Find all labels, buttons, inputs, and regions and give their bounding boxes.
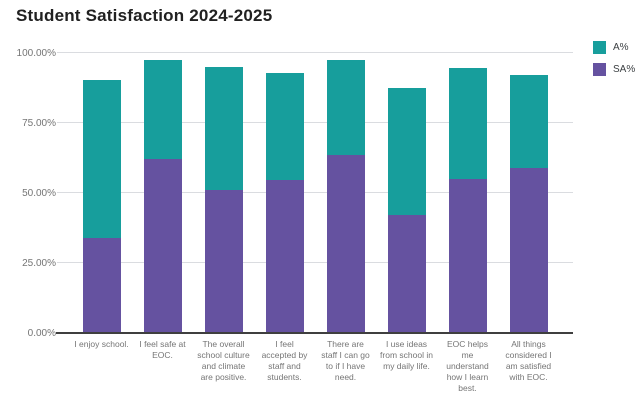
bar-slot: [71, 53, 132, 333]
bar-segment-agree: [82, 79, 121, 238]
bar-slot: [132, 53, 193, 333]
x-axis-label: There are staff I can go to if I have ne…: [321, 339, 370, 383]
bar-segment-agree: [326, 60, 365, 156]
bar-slot: [254, 53, 315, 333]
bar-segment-agree: [509, 75, 548, 168]
x-axis-label: All things considered I am satisfied wit…: [505, 339, 552, 383]
bar-segment-agree: [204, 67, 243, 191]
x-axis-label: I feel accepted by staff and students.: [261, 339, 308, 383]
legend-item: SA%: [593, 63, 635, 76]
y-axis-tick-label: 0.00%: [27, 328, 56, 339]
gridline: [57, 122, 573, 123]
y-axis-tick-label: 100.00%: [16, 48, 56, 59]
legend-swatch-agree: [593, 41, 606, 54]
x-axis-label: I feel safe at EOC.: [139, 339, 186, 361]
bar-slot: [437, 53, 498, 333]
bar-slot: [193, 53, 254, 333]
bar-segment-strongly-agree: [265, 180, 304, 333]
gridline: [57, 262, 573, 263]
bar-slot: [498, 53, 559, 333]
plot-area: 0.00% 25.00% 50.00% 75.00% 100.00%: [17, 48, 573, 339]
bar-segment-agree: [448, 68, 487, 179]
stacked-bar: [265, 72, 304, 333]
x-axis-label: I enjoy school.: [74, 339, 129, 349]
bar-segment-agree: [143, 60, 182, 160]
legend-label: A%: [613, 42, 629, 53]
stacked-bar: [448, 68, 487, 333]
x-axis-line: [56, 332, 573, 334]
y-axis-tick-label: 75.00%: [22, 118, 56, 129]
x-axis-label: The overall school culture and climate a…: [197, 339, 250, 383]
bar-segment-strongly-agree: [509, 167, 548, 333]
gridline: [57, 52, 573, 53]
legend-swatch-strongly-agree: [593, 63, 606, 76]
gridline: [57, 192, 573, 193]
legend-label: SA%: [613, 64, 636, 75]
stacked-bar: [204, 67, 243, 333]
legend: A% SA%: [593, 41, 635, 85]
x-axis-label: EOC helps me understand how I learn best…: [446, 339, 489, 394]
legend-item: A%: [593, 41, 635, 54]
bar-segment-strongly-agree: [326, 155, 365, 333]
stacked-bar: [509, 75, 548, 333]
stacked-bar: [326, 60, 365, 333]
bar-slot: [315, 53, 376, 333]
x-axis-label: I use ideas from school in my daily life…: [380, 339, 433, 372]
chart-title: Student Satisfaction 2024-2025: [16, 6, 273, 25]
bar-segment-strongly-agree: [82, 237, 121, 333]
bar-segment-agree: [387, 88, 426, 216]
bar-segment-strongly-agree: [143, 159, 182, 333]
bar-segment-strongly-agree: [448, 179, 487, 333]
stacked-bar: [82, 79, 121, 333]
stacked-bar: [387, 88, 426, 333]
bar-segment-strongly-agree: [387, 215, 426, 333]
stacked-bar: [143, 60, 182, 333]
y-axis-tick-label: 25.00%: [22, 258, 56, 269]
bars-container: [71, 53, 559, 333]
bar-segment-agree: [265, 72, 304, 181]
y-axis-tick-label: 50.00%: [22, 188, 56, 199]
x-axis-labels: I enjoy school. I feel safe at EOC. The ov…: [71, 339, 559, 394]
bar-segment-strongly-agree: [204, 190, 243, 333]
bar-slot: [376, 53, 437, 333]
